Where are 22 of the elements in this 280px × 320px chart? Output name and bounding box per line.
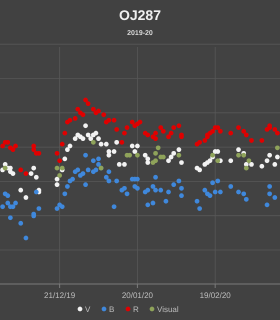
legend-label: V [85,305,91,314]
x-tick-label: 20/01/20 [122,291,154,300]
point [275,145,280,150]
point [176,152,182,158]
x-tick-label: 21/12/19 [44,291,76,300]
point [236,152,241,158]
point [2,166,8,170]
point [156,145,161,150]
legend-label: Visual [157,305,179,314]
point [246,158,252,164]
point [54,166,60,170]
point [215,158,220,164]
x-tick-label: 19/02/20 [200,291,232,300]
point [244,166,249,170]
point [90,140,96,145]
point [153,150,158,156]
legend-label: B [109,305,114,314]
legend-label: R [133,305,139,314]
point [57,173,62,178]
point [135,152,140,158]
point [153,158,158,164]
chart-title: OJ287 [118,7,162,23]
